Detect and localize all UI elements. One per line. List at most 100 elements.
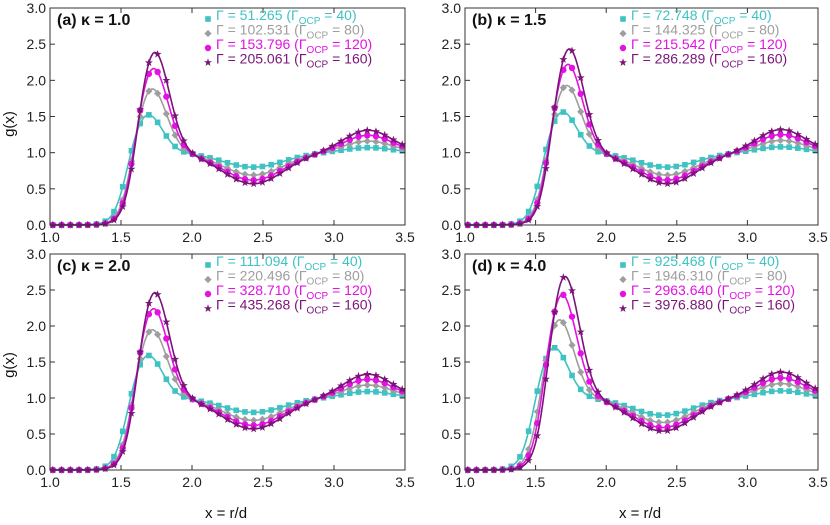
data-point xyxy=(776,136,785,144)
legend-marker xyxy=(619,29,627,38)
data-point xyxy=(250,409,257,416)
data-point xyxy=(795,389,801,396)
data-point xyxy=(551,344,558,351)
data-point xyxy=(776,380,785,388)
data-point xyxy=(577,368,585,376)
x-tick-label: 3.0 xyxy=(324,474,344,490)
y-tick-label: 0.0 xyxy=(27,462,47,478)
legend-entry: Γ = 328.710 (ΓOCP = 120) xyxy=(216,282,372,302)
y-tick-label: 3.0 xyxy=(442,246,462,262)
x-tick-label: 2.0 xyxy=(182,229,202,245)
legend-entry: Γ = 220.496 (ΓOCP = 80) xyxy=(216,268,364,288)
data-point xyxy=(355,389,362,395)
data-point xyxy=(242,409,248,415)
y-tick-label: 2.5 xyxy=(27,36,47,52)
y-axis-label-top: g(x) xyxy=(1,111,18,137)
data-point xyxy=(119,183,126,190)
panel-title: (a) κ = 1.0 xyxy=(57,12,131,29)
y-tick-label: 1.0 xyxy=(442,145,462,161)
data-point xyxy=(172,388,178,394)
legend-entry: Γ = 72.748 (ΓOCP = 40) xyxy=(631,7,772,27)
legend-entry: Γ = 153.796 (ΓOCP = 120) xyxy=(216,36,372,56)
data-point xyxy=(153,290,162,298)
data-point xyxy=(517,454,523,460)
legend-entry: Γ = 111.094 (ΓOCP = 40) xyxy=(216,253,362,273)
data-point xyxy=(534,388,541,394)
data-point xyxy=(586,143,593,149)
x-tick-label: 2.0 xyxy=(182,474,202,490)
y-tick-label: 2.0 xyxy=(442,72,462,88)
data-point xyxy=(586,393,593,400)
data-point xyxy=(372,377,380,384)
y-tick-label: 2.0 xyxy=(27,72,47,88)
data-point xyxy=(568,341,576,349)
legend: Γ = 111.094 (ΓOCP = 40)Γ = 220.496 (ΓOCP… xyxy=(204,253,372,317)
y-tick-label: 3.0 xyxy=(27,0,47,16)
panel-title: (d) κ = 4.0 xyxy=(472,258,546,275)
y-tick-label: 2.5 xyxy=(442,36,462,52)
y-tick-label: 1.5 xyxy=(27,109,47,125)
x-axis-label-left: x = r/d xyxy=(205,505,247,522)
panel-a: 1.0 1.5 2.0 2.5 3.0 3.5 0.0 0.5 1.0 1.5 2.0 2.5 3.0 (… xyxy=(27,0,415,245)
data-point xyxy=(777,388,784,394)
data-point xyxy=(259,163,266,170)
data-point xyxy=(768,388,775,395)
legend-marker xyxy=(204,304,212,312)
series-markers-2 xyxy=(464,84,819,229)
legend: Γ = 925.468 (ΓOCP = 40)Γ = 1946.310 (ΓOC… xyxy=(619,253,795,317)
data-point xyxy=(785,132,793,139)
data-point xyxy=(268,161,274,168)
data-point xyxy=(242,163,248,170)
data-point xyxy=(647,411,653,417)
legend-entry: Γ = 3976.880 (ΓOCP = 160) xyxy=(631,297,795,317)
data-point xyxy=(560,291,567,299)
legend-marker xyxy=(619,304,627,312)
data-point xyxy=(233,407,240,414)
legend-entry: Γ = 205.061 (ΓOCP = 160) xyxy=(216,51,372,71)
panel-title: (c) κ = 2.0 xyxy=(57,258,131,275)
data-point xyxy=(355,133,362,140)
y-tick-label: 2.5 xyxy=(27,282,47,298)
data-point xyxy=(172,143,178,150)
series-line-2 xyxy=(50,88,406,226)
y-tick-label: 0.0 xyxy=(27,217,47,233)
data-point xyxy=(268,407,274,413)
data-point xyxy=(568,313,576,320)
legend-marker xyxy=(619,290,627,298)
x-tick-label: 2.5 xyxy=(253,474,273,490)
series-markers-2 xyxy=(49,328,406,474)
data-point xyxy=(146,352,152,359)
y-tick-label: 1.0 xyxy=(27,390,47,406)
data-point xyxy=(577,131,584,138)
data-point xyxy=(560,354,567,361)
legend-marker xyxy=(619,58,627,66)
y-tick-label: 2.0 xyxy=(27,318,47,334)
data-point xyxy=(162,110,170,118)
y-tick-label: 2.0 xyxy=(442,318,462,334)
series-line-2 xyxy=(50,328,406,471)
y-tick-label: 0.5 xyxy=(27,181,47,197)
y-tick-label: 3.0 xyxy=(442,0,462,16)
data-point xyxy=(363,381,371,389)
data-point xyxy=(560,109,567,115)
data-point xyxy=(568,46,577,55)
data-point xyxy=(664,164,671,170)
legend: Γ = 51.265 (ΓOCP = 40)Γ = 102.531 (ΓOCP … xyxy=(204,7,372,71)
y-tick-label: 0.5 xyxy=(27,426,47,442)
data-point xyxy=(656,412,662,418)
data-point xyxy=(525,428,532,434)
data-point xyxy=(577,386,584,393)
legend-marker xyxy=(204,29,212,38)
data-point xyxy=(250,164,257,170)
data-point xyxy=(364,388,371,395)
data-point xyxy=(776,367,785,376)
data-point xyxy=(577,108,585,116)
data-point xyxy=(373,389,379,395)
data-point xyxy=(673,163,680,170)
data-point xyxy=(154,309,161,316)
data-point xyxy=(534,183,541,190)
data-point xyxy=(768,132,775,140)
series-markers-2 xyxy=(464,319,819,474)
data-point xyxy=(777,144,784,150)
